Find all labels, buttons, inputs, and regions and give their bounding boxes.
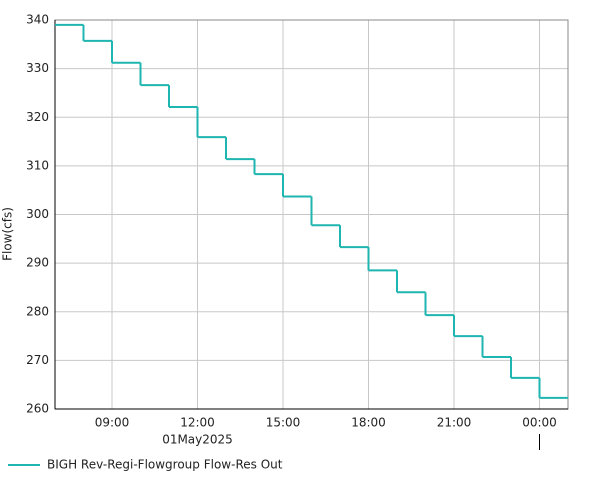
x-tick-label: 15:00 xyxy=(266,416,301,430)
x-tick-label: 00:00 xyxy=(522,416,557,430)
x-tick-label: 21:00 xyxy=(437,416,472,430)
date-label: 01May2025 xyxy=(162,433,233,447)
x-tick-label: 09:00 xyxy=(95,416,130,430)
y-tick-label: 310 xyxy=(26,158,49,172)
y-tick-label: 300 xyxy=(26,207,49,221)
y-tick-label: 320 xyxy=(26,110,49,124)
y-tick-label: 340 xyxy=(26,13,49,27)
x-tick-label: 18:00 xyxy=(351,416,386,430)
y-tick-label: 280 xyxy=(26,304,49,318)
legend-label: BIGH Rev-Regi-Flowgroup Flow-Res Out xyxy=(47,458,283,472)
y-axis-label: Flow(cfs) xyxy=(1,207,15,261)
y-tick-label: 330 xyxy=(26,61,49,75)
y-tick-label: 290 xyxy=(26,256,49,270)
y-tick-label: 260 xyxy=(26,402,49,416)
y-tick-label: 270 xyxy=(26,353,49,367)
x-tick-label: 12:00 xyxy=(180,416,215,430)
